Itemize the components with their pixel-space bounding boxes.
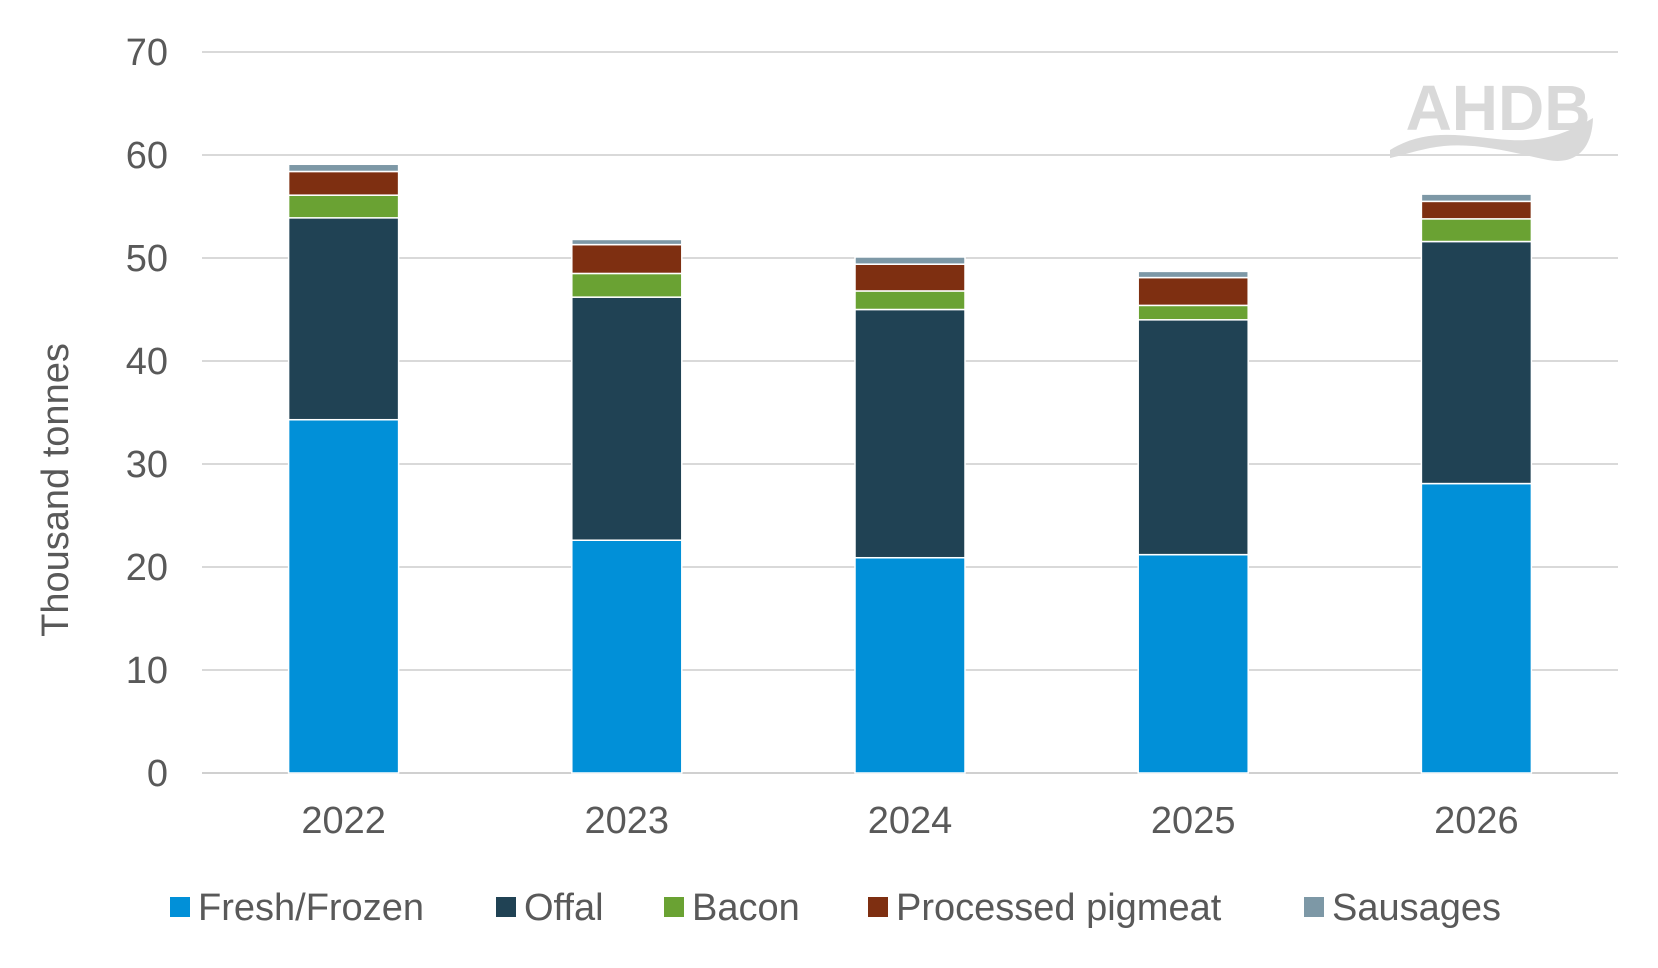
bar-segment-bacon — [854, 290, 966, 311]
bar-segment-sausages — [287, 163, 400, 173]
bar-segment-fresh-frozen — [854, 556, 966, 774]
x-axis-ticks: 2022 2023 2024 2025 2026 — [301, 800, 1518, 842]
x-tick-label: 2025 — [1151, 800, 1236, 842]
bar-segment-bacon — [1420, 218, 1533, 243]
bar-segment-processed-pigmeat — [571, 243, 683, 275]
x-tick-label: 2026 — [1434, 800, 1519, 842]
bars — [287, 163, 1533, 774]
y-axis-title: Thousand tonnes — [35, 343, 77, 637]
bar-segment-fresh-frozen — [571, 539, 683, 774]
legend-swatch — [868, 897, 888, 917]
ahdb-logo: AHDB — [1390, 72, 1593, 161]
logo-text: AHDB — [1406, 72, 1591, 144]
bar-segment-fresh-frozen — [1420, 482, 1533, 774]
bar-segment-processed-pigmeat — [287, 170, 400, 196]
legend-label: Offal — [524, 887, 604, 929]
bar-segment-sausages — [1137, 270, 1249, 279]
x-tick-label: 2023 — [585, 800, 670, 842]
y-tick-label: 40 — [126, 341, 168, 383]
bar-segment-processed-pigmeat — [854, 263, 966, 292]
bar-segment-offal — [287, 217, 400, 421]
bar-segment-sausages — [1420, 193, 1533, 203]
bar-segment-offal — [1137, 319, 1249, 556]
bar-segment-fresh-frozen — [287, 418, 400, 774]
logo-wave — [1390, 118, 1593, 161]
y-tick-label: 10 — [126, 650, 168, 692]
y-tick-label: 20 — [126, 547, 168, 589]
y-tick-label: 50 — [126, 238, 168, 280]
y-tick-label: 70 — [126, 32, 168, 74]
bar-segment-sausages — [571, 238, 683, 246]
y-tick-label: 60 — [126, 135, 168, 177]
bar-segment-bacon — [287, 194, 400, 219]
legend-label: Processed pigmeat — [896, 887, 1222, 929]
legend-swatch — [1304, 897, 1324, 917]
legend-swatch — [170, 897, 190, 917]
legend-swatch — [664, 897, 684, 917]
bar-segment-processed-pigmeat — [1137, 276, 1249, 307]
bar-segment-processed-pigmeat — [1420, 200, 1533, 220]
bar-segment-bacon — [571, 272, 683, 298]
y-tick-label: 30 — [126, 444, 168, 486]
legend-label: Bacon — [692, 887, 800, 929]
legend: Fresh/Frozen Offal Bacon Processed pigmeat S… — [170, 887, 1501, 929]
bar-segment-offal — [854, 308, 966, 559]
y-tick-label: 0 — [147, 753, 168, 795]
x-tick-label: 2022 — [301, 800, 386, 842]
bar-segment-fresh-frozen — [1137, 553, 1249, 774]
legend-label: Sausages — [1332, 887, 1501, 929]
bar-segment-sausages — [854, 256, 966, 265]
x-tick-label: 2024 — [868, 800, 953, 842]
bar-segment-offal — [1420, 240, 1533, 485]
bar-segment-offal — [571, 296, 683, 541]
y-axis-ticks: 0 10 20 30 40 50 60 70 — [126, 32, 168, 795]
bar-segment-bacon — [1137, 304, 1249, 321]
legend-label: Fresh/Frozen — [198, 887, 424, 929]
legend-swatch — [496, 897, 516, 917]
